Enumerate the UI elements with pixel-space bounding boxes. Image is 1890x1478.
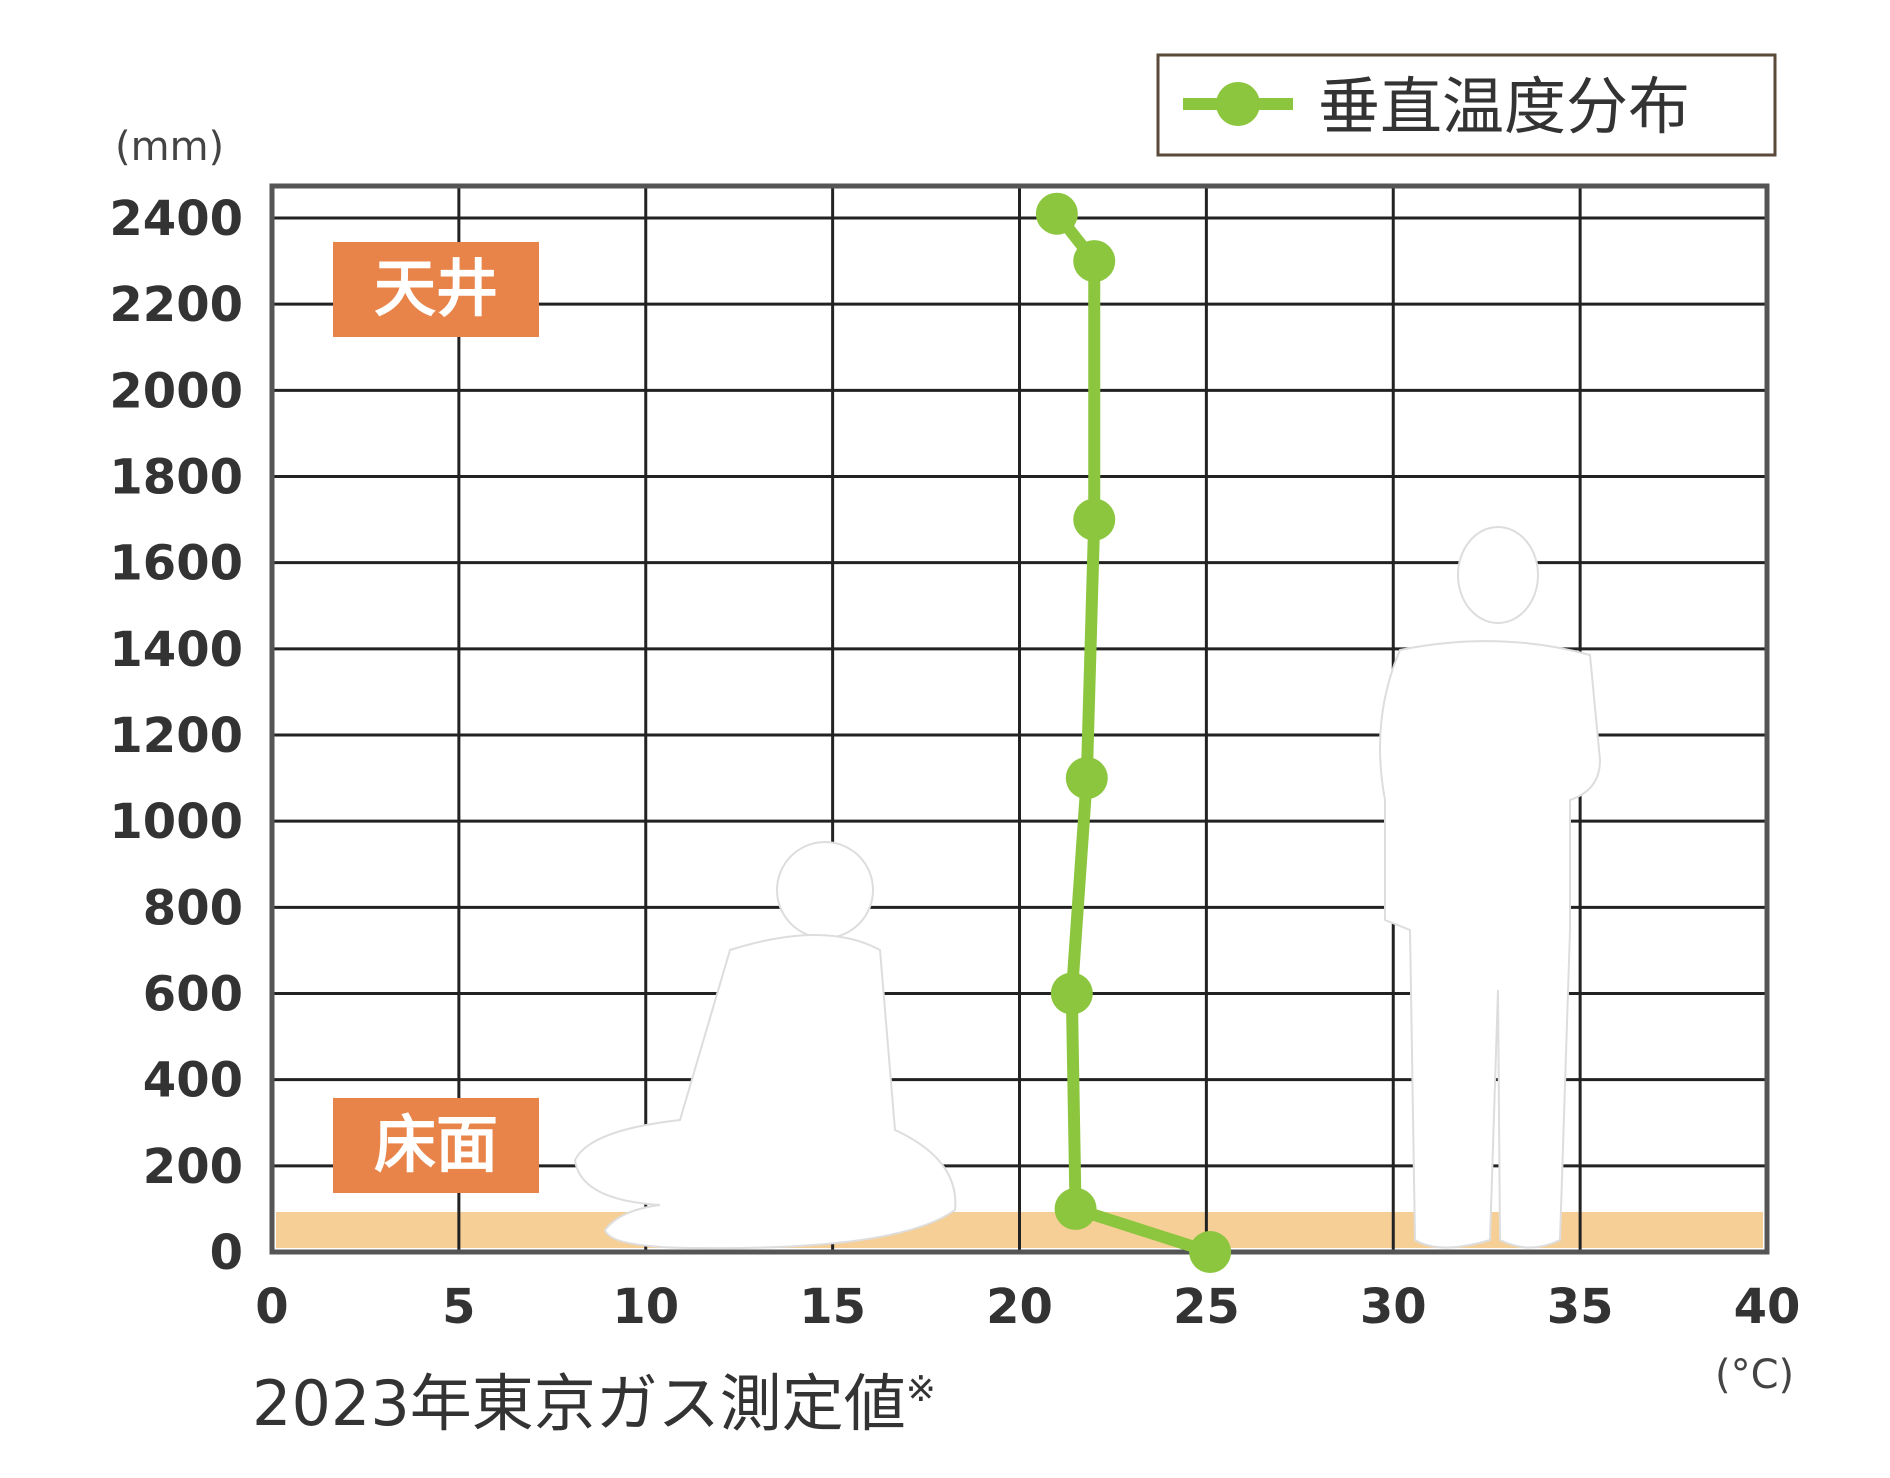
y-tick-label: 800 — [143, 880, 243, 936]
data-point — [1189, 1231, 1232, 1273]
legend-label: 垂直温度分布 — [1318, 70, 1690, 143]
floor-label-text: 床面 — [374, 1108, 498, 1181]
x-tick-label: 15 — [799, 1279, 866, 1335]
data-point — [1050, 972, 1093, 1015]
ceiling-label-box — [333, 242, 539, 337]
y-tick-label: 2200 — [109, 277, 243, 333]
floor-label: 床面 — [333, 1098, 539, 1193]
x-tick-label: 35 — [1547, 1279, 1614, 1335]
sitting-person-silhouette — [573, 841, 957, 1250]
y-tick-labels: 0 200 400 600 800 1000 1200 1400 1600 1800 2000 220… — [109, 191, 243, 1281]
caption-text: 2023年東京ガス測定値 — [252, 1367, 906, 1440]
y-tick-label: 0 — [210, 1225, 243, 1281]
x-tick-label: 10 — [612, 1279, 679, 1335]
y-unit-label: (mm) — [115, 124, 224, 170]
x-tick-label: 20 — [986, 1279, 1053, 1335]
y-tick-label: 200 — [143, 1139, 243, 1195]
data-point — [1073, 498, 1116, 541]
data-point — [1035, 192, 1078, 235]
ceiling-label-text: 天井 — [374, 252, 498, 325]
plot-border — [269, 183, 1770, 1255]
y-tick-label: 600 — [143, 967, 243, 1023]
x-tick-label: 25 — [1173, 1279, 1240, 1335]
y-tick-label: 1400 — [109, 622, 243, 678]
y-tick-label: 2400 — [109, 191, 243, 247]
caption: 2023年東京ガス測定値※ — [252, 1367, 936, 1440]
x-unit-label: (°C) — [1715, 1352, 1794, 1398]
y-tick-label: 2000 — [109, 363, 243, 419]
x-tick-label: 30 — [1360, 1279, 1427, 1335]
y-tick-label: 1200 — [109, 708, 243, 764]
x-tick-label: 5 — [442, 1279, 475, 1335]
y-tick-label: 1000 — [109, 794, 243, 850]
x-tick-labels: 0 5 10 15 20 25 30 35 40 — [255, 1279, 1800, 1335]
y-tick-label: 1600 — [109, 536, 243, 592]
y-tick-label: 1800 — [109, 450, 243, 506]
x-tick-label: 0 — [255, 1279, 288, 1335]
series-group — [1035, 192, 1232, 1273]
data-point — [1073, 240, 1116, 283]
ceiling-label: 天井 — [333, 242, 539, 337]
y-tick-label: 400 — [143, 1053, 243, 1109]
data-point — [1054, 1187, 1097, 1230]
standing-person-silhouette — [1379, 526, 1602, 1249]
people-silhouettes — [573, 526, 1602, 1250]
data-point — [1065, 757, 1108, 800]
floor-label-box — [333, 1098, 539, 1193]
caption-note-mark: ※ — [906, 1369, 936, 1410]
legend-marker-swatch — [1216, 82, 1260, 126]
legend: 垂直温度分布 — [1156, 53, 1777, 157]
x-tick-label: 40 — [1734, 1279, 1801, 1335]
